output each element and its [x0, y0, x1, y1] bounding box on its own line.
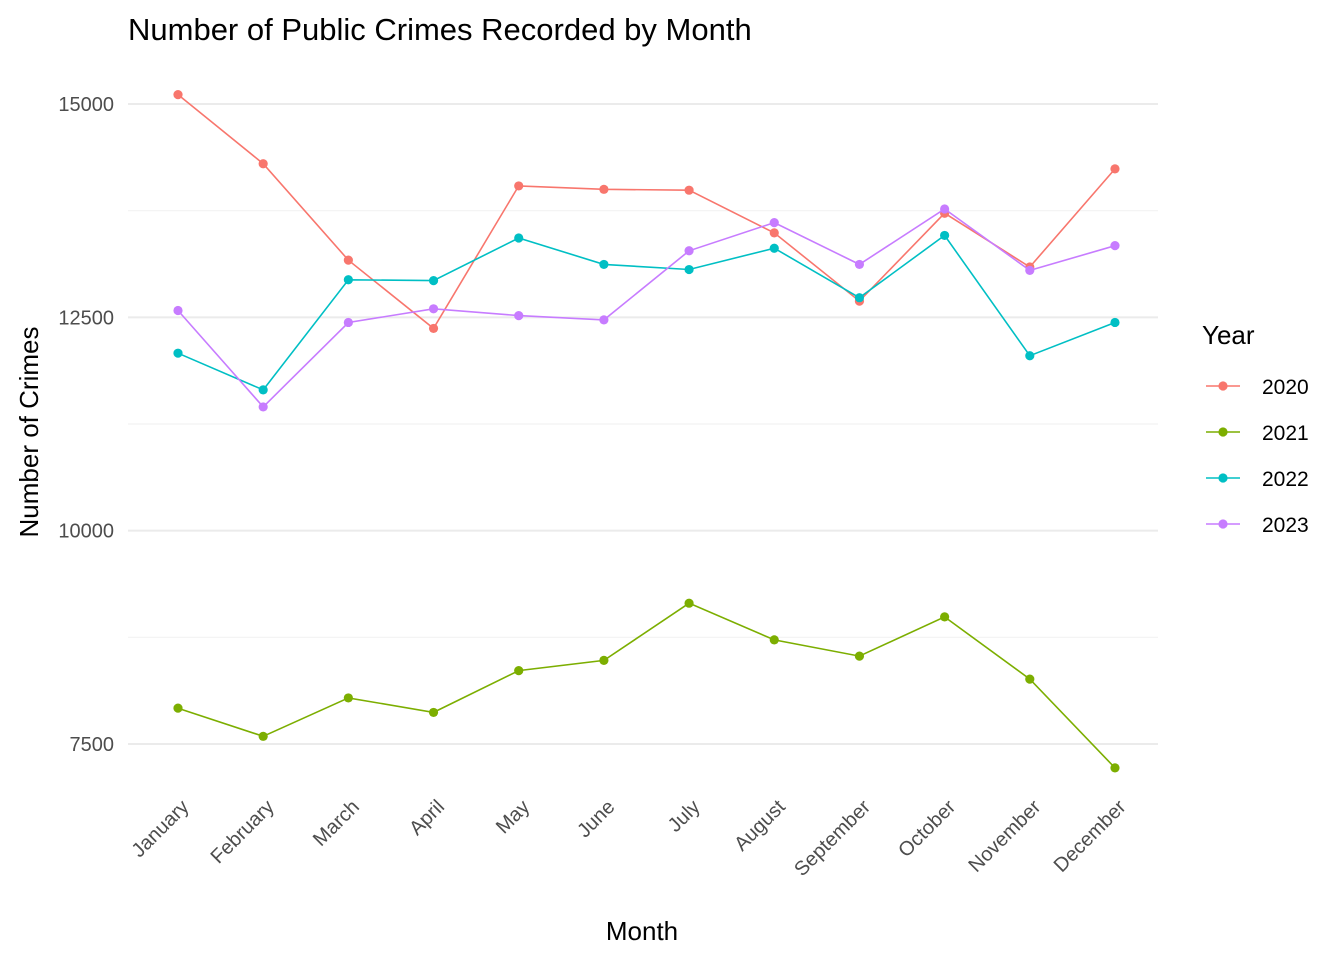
- data-point-2021: [1110, 763, 1120, 773]
- data-point-2021: [854, 651, 865, 661]
- data-point-2020: [343, 255, 353, 265]
- data-point-2023: [1025, 265, 1035, 275]
- data-point-2021: [514, 666, 524, 676]
- data-point-2022: [258, 385, 268, 395]
- legend-key-point-2022: [1218, 473, 1228, 483]
- legend-key-point-2021: [1218, 427, 1228, 437]
- data-point-2020: [599, 184, 609, 194]
- data-point-2023: [1110, 241, 1120, 251]
- data-point-2020: [173, 90, 183, 100]
- data-point-2022: [428, 276, 439, 286]
- x-tick-label: January: [128, 796, 194, 862]
- x-tick-label: October: [894, 796, 960, 862]
- legend-title: Year: [1202, 320, 1255, 350]
- x-tick-label: December: [1050, 796, 1131, 877]
- x-axis-title: Month: [606, 916, 678, 946]
- legend-key-point-2023: [1218, 519, 1228, 529]
- data-point-2020: [514, 181, 524, 191]
- x-tick-label: March: [309, 796, 364, 851]
- legend-label-2023: 2023: [1262, 514, 1309, 537]
- x-tick-label: November: [965, 796, 1046, 877]
- x-axis-ticks: January February March April May June July Augu…: [128, 796, 1131, 881]
- data-point-2023: [428, 304, 439, 314]
- legend-label-2022: 2022: [1262, 468, 1309, 491]
- data-point-2020: [684, 185, 694, 195]
- x-tick-label: July: [664, 796, 705, 837]
- data-point-2023: [684, 246, 694, 256]
- data-point-2021: [173, 703, 183, 713]
- x-tick-label: May: [492, 796, 534, 838]
- data-point-2023: [599, 315, 609, 325]
- data-point-2021: [428, 707, 439, 718]
- data-point-2022: [684, 264, 694, 275]
- x-tick-label: February: [207, 796, 279, 868]
- series-line-2021: [177, 602, 1116, 769]
- data-point-2023: [173, 305, 183, 316]
- data-point-2021: [343, 693, 353, 703]
- chart-title: Number of Public Crimes Recorded by Mont…: [128, 12, 752, 47]
- data-point-2021: [599, 655, 609, 665]
- x-tick-label: June: [573, 796, 619, 842]
- data-point-2020: [1110, 164, 1120, 174]
- data-point-2023: [854, 259, 865, 270]
- data-point-2021: [940, 612, 950, 622]
- data-point-2022: [940, 230, 950, 241]
- data-point-2020: [769, 228, 779, 238]
- series-line-2022: [177, 234, 1116, 391]
- data-point-2022: [769, 243, 779, 253]
- data-point-2020: [258, 159, 268, 169]
- data-point-2023: [258, 402, 268, 412]
- y-axis-ticks: 7500 10000 12500 15000: [58, 94, 114, 756]
- legend: Year 2020 2021 2022 2023: [1202, 320, 1309, 537]
- legend-label-2021: 2021: [1262, 422, 1309, 445]
- y-tick-label: 10000: [58, 521, 114, 543]
- data-point-2020: [428, 323, 439, 334]
- series-group: [173, 90, 1120, 773]
- y-axis-title: Number of Crimes: [14, 327, 44, 538]
- data-point-2023: [769, 218, 779, 228]
- data-point-2022: [854, 293, 865, 303]
- y-tick-label: 12500: [58, 307, 114, 329]
- data-point-2021: [1025, 674, 1035, 684]
- data-point-2023: [940, 204, 950, 214]
- data-point-2022: [1025, 351, 1035, 361]
- y-tick-label: 7500: [70, 734, 115, 756]
- data-point-2023: [514, 311, 524, 321]
- series-line-2020: [177, 93, 1116, 330]
- legend-key-point-2020: [1218, 381, 1228, 391]
- data-point-2022: [599, 259, 609, 270]
- data-point-2022: [343, 275, 353, 285]
- y-tick-label: 15000: [58, 94, 114, 116]
- x-tick-label: April: [405, 796, 449, 840]
- data-point-2022: [1110, 317, 1120, 328]
- x-tick-label: August: [730, 796, 790, 856]
- data-point-2022: [173, 348, 183, 358]
- grid: [128, 103, 1158, 745]
- x-tick-label: September: [790, 796, 875, 881]
- legend-label-2020: 2020: [1262, 376, 1309, 399]
- data-point-2021: [258, 731, 268, 741]
- data-point-2021: [684, 598, 694, 608]
- data-point-2023: [343, 317, 353, 328]
- series-line-2023: [177, 208, 1116, 409]
- data-point-2022: [514, 233, 524, 243]
- data-point-2021: [769, 635, 779, 645]
